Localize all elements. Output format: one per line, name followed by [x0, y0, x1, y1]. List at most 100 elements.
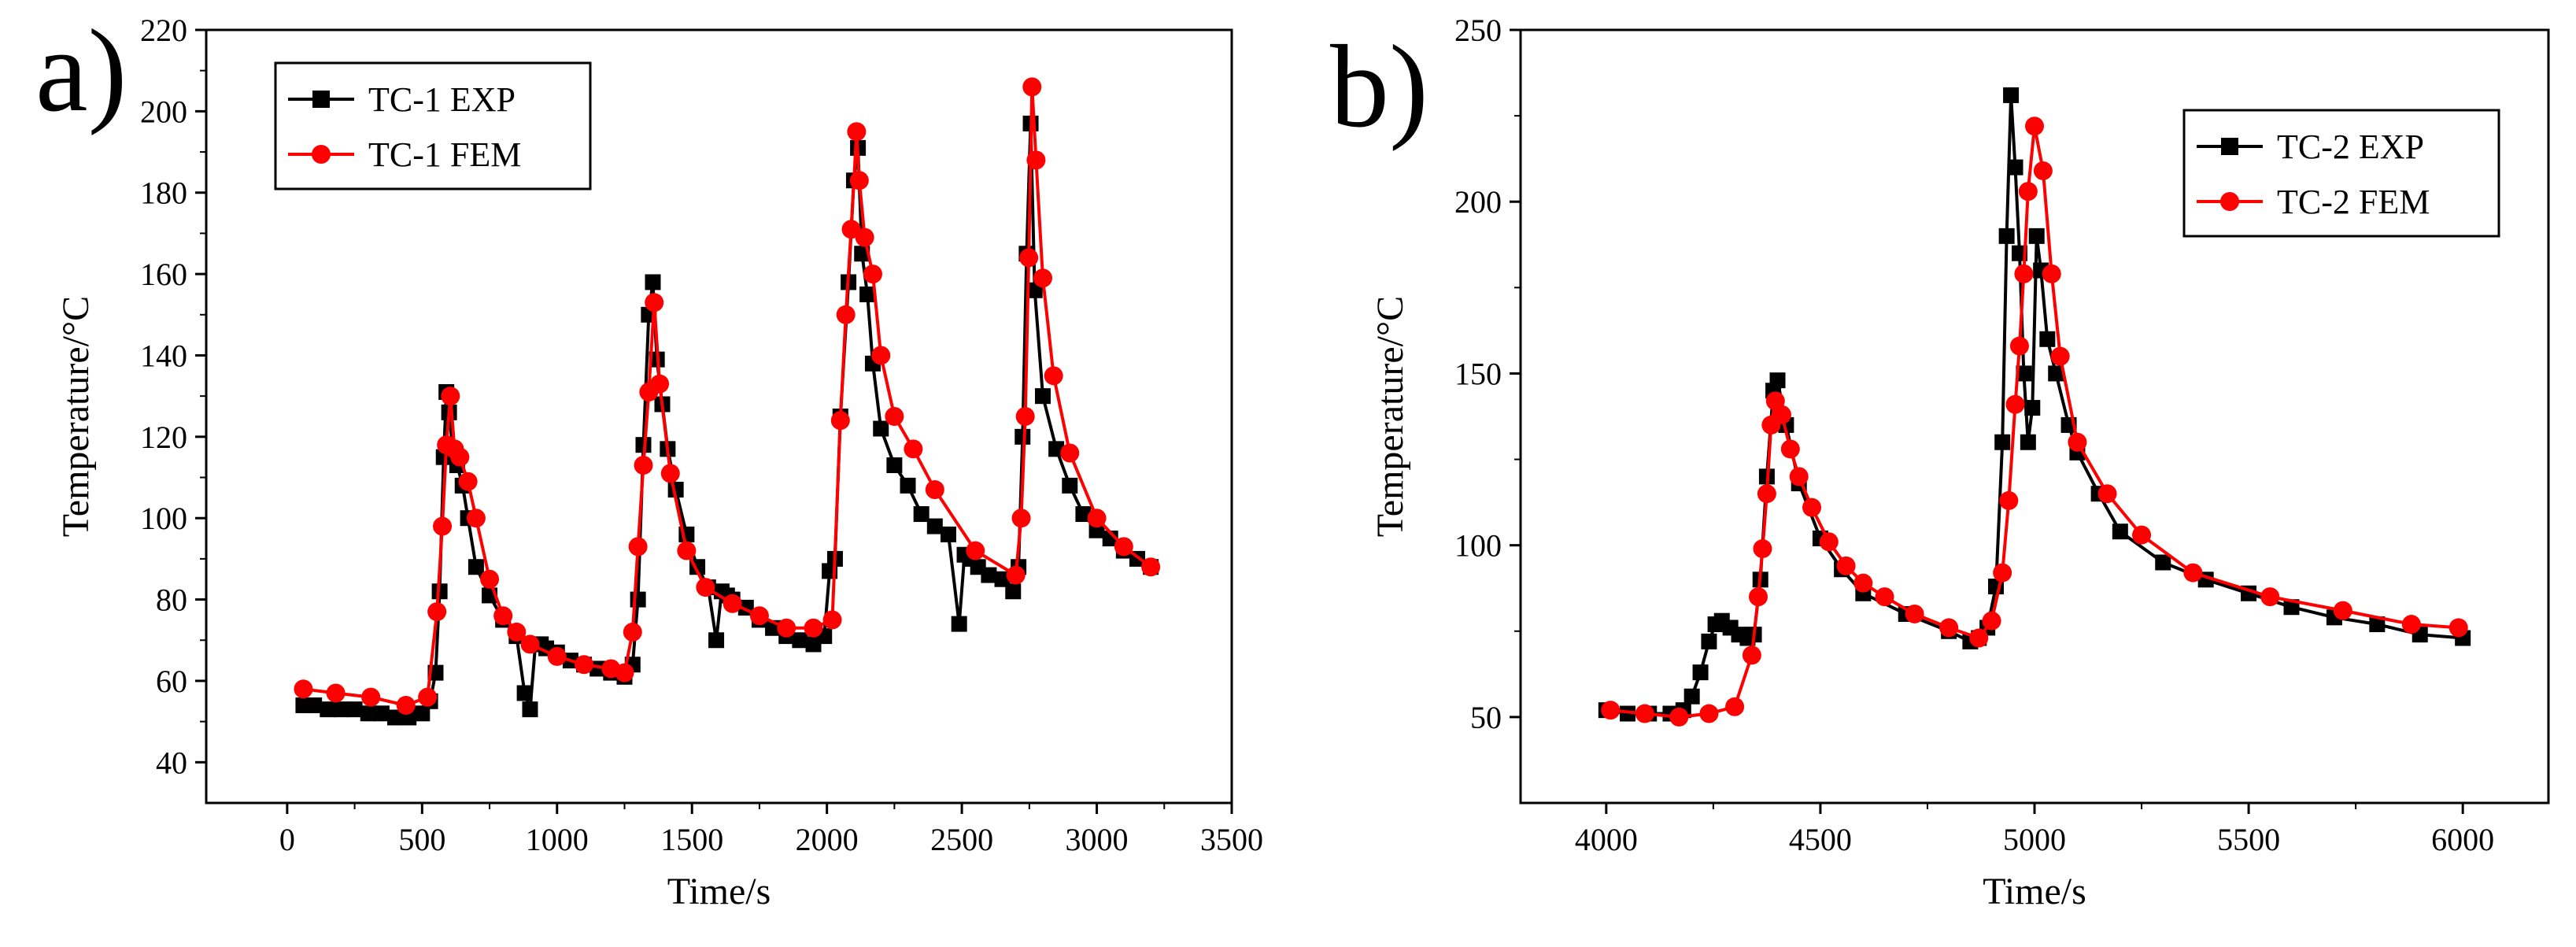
data-point-square — [468, 559, 484, 575]
data-point-circle — [1875, 587, 1894, 607]
data-point-square — [1769, 372, 1786, 389]
data-point-square — [387, 709, 404, 726]
legend: TC-1 EXP TC-1 FEM — [274, 61, 592, 191]
data-point-circle — [696, 578, 715, 597]
data-point-circle — [1699, 704, 1719, 723]
x-tick-label: 5000 — [2003, 822, 2066, 857]
data-point-circle — [847, 122, 867, 142]
data-point-square — [2007, 159, 2023, 176]
data-point-circle — [507, 622, 527, 642]
legend-marker-circle — [2220, 192, 2239, 211]
y-tick-label: 250 — [1454, 13, 1502, 48]
data-point-circle — [427, 602, 447, 622]
data-point-circle — [361, 687, 381, 707]
data-point-square — [346, 701, 363, 718]
x-axis-title: Time/s — [1983, 871, 2086, 912]
data-point-circle — [1853, 573, 1873, 593]
data-point-circle — [1015, 407, 1035, 426]
x-tick-label: 3500 — [1200, 822, 1263, 857]
data-point-circle — [1141, 557, 1161, 577]
y-tick-label: 60 — [156, 664, 187, 699]
y-tick-label: 80 — [156, 583, 187, 618]
data-point-circle — [1026, 150, 1046, 170]
data-point-square — [516, 685, 533, 701]
data-point-circle — [294, 679, 313, 699]
data-point-square — [2369, 616, 2386, 633]
data-point-square — [792, 632, 808, 649]
legend-entry: TC-1 EXP — [288, 80, 516, 119]
data-point-circle — [1742, 646, 1761, 665]
data-point-square — [940, 526, 956, 542]
series-tc-1-fem — [294, 77, 1161, 715]
data-point-circle — [1019, 248, 1039, 268]
data-point-circle — [1993, 563, 2012, 583]
data-point-square — [1994, 434, 2011, 450]
data-point-circle — [2018, 182, 2038, 202]
y-tick-label: 200 — [140, 94, 187, 129]
data-point-circle — [871, 346, 891, 365]
data-point-square — [645, 274, 661, 290]
data-point-circle — [326, 683, 346, 703]
y-axis-title: Temperature/°C — [1369, 296, 1411, 537]
data-point-circle — [493, 606, 513, 626]
data-point-square — [994, 571, 1011, 587]
data-point-square — [1692, 664, 1709, 681]
data-point-square — [306, 697, 323, 713]
data-point-circle — [2042, 264, 2061, 283]
data-point-circle — [1033, 268, 1052, 288]
x-tick-label: 500 — [398, 822, 445, 857]
legend-box — [274, 61, 592, 191]
data-point-circle — [2014, 264, 2034, 283]
data-point-circle — [2097, 484, 2117, 504]
data-point-circle — [628, 537, 648, 557]
data-point-circle — [925, 480, 944, 500]
data-point-circle — [1905, 604, 1924, 623]
x-tick-label: 2000 — [796, 822, 859, 857]
data-point-square — [913, 506, 930, 523]
data-point-square — [708, 632, 725, 649]
data-point-circle — [1836, 556, 1856, 575]
data-point-square — [859, 286, 876, 302]
data-point-circle — [1725, 697, 1745, 716]
panel-a: 0 500 1000 1500 2000 2500 3000 3500 40 60 80 100 120… — [35, 6, 1263, 912]
data-point-circle — [1114, 537, 1133, 557]
legend-label: TC-2 FEM — [2277, 183, 2430, 221]
data-point-circle — [836, 305, 856, 324]
data-point-circle — [2005, 394, 2025, 414]
y-tick-label: 50 — [1470, 700, 1502, 735]
data-point-square — [1683, 688, 1700, 705]
x-tick-label: 6000 — [2431, 822, 2494, 857]
data-point-square — [1005, 583, 1022, 600]
data-point-circle — [2132, 525, 2152, 545]
data-point-square — [2003, 87, 2020, 103]
legend-marker-square — [312, 91, 330, 108]
data-point-circle — [645, 293, 664, 313]
data-point-circle — [2009, 336, 2029, 356]
x-tick-label: 0 — [279, 822, 295, 857]
data-point-circle — [1087, 509, 1107, 528]
data-point-circle — [2033, 161, 2053, 180]
data-point-circle — [677, 541, 697, 560]
data-point-circle — [2448, 618, 2468, 638]
data-point-circle — [749, 606, 769, 626]
data-point-circle — [804, 618, 823, 638]
data-point-square — [1998, 228, 2015, 244]
data-point-square — [873, 420, 889, 437]
data-point-square — [886, 457, 903, 474]
y-tick-label: 220 — [140, 13, 187, 48]
data-point-square — [1075, 506, 1092, 523]
legend-marker-square — [2221, 138, 2238, 155]
data-point-square — [951, 616, 967, 632]
data-point-square — [2020, 434, 2036, 450]
data-point-circle — [441, 387, 460, 406]
data-point-circle — [855, 228, 874, 247]
data-point-square — [1062, 477, 1078, 494]
x-tick-label: 2500 — [930, 822, 993, 857]
data-point-square — [2016, 365, 2032, 382]
data-point-square — [2048, 365, 2064, 382]
x-tick-label: 5500 — [2217, 822, 2280, 857]
data-point-circle — [966, 541, 985, 560]
data-point-square — [2112, 523, 2128, 540]
data-point-circle — [1044, 366, 1063, 386]
